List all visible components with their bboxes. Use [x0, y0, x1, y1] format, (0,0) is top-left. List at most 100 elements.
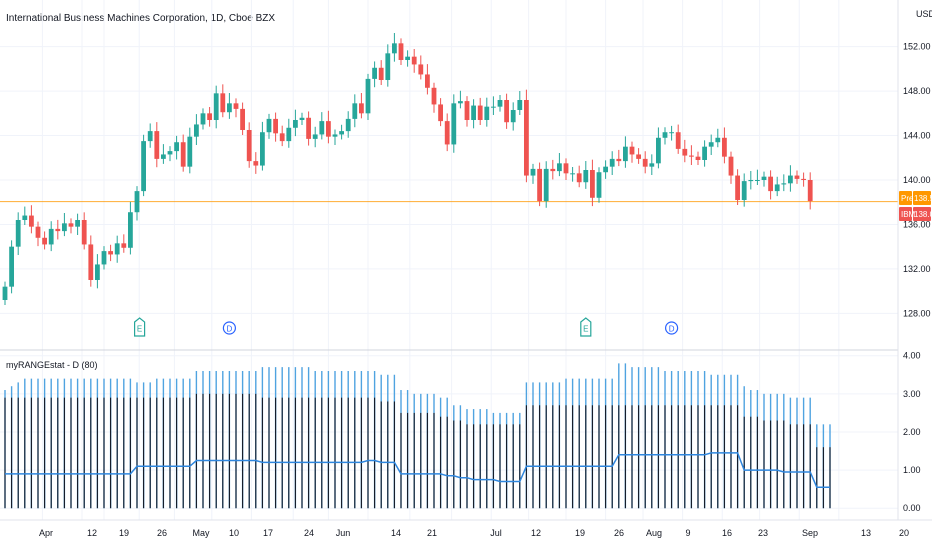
candle-body: [682, 148, 688, 156]
candle: [801, 172, 806, 187]
candle: [246, 122, 252, 168]
candle-body: [543, 168, 549, 202]
candle: [702, 140, 707, 167]
candle-body: [807, 180, 813, 202]
indicator-pane[interactable]: [4, 363, 831, 509]
candle-body: [715, 137, 721, 143]
candle: [128, 201, 133, 255]
candle: [372, 61, 377, 88]
candle: [695, 151, 701, 165]
candle: [755, 169, 760, 185]
candle-body: [451, 103, 457, 145]
last-price-label: IBM: [901, 210, 916, 219]
candle-body: [279, 133, 285, 142]
candle: [623, 136, 628, 168]
candle: [682, 139, 688, 163]
price-pane[interactable]: [0, 33, 898, 305]
candle-body: [497, 100, 503, 107]
candle-body: [392, 43, 397, 54]
candle-body: [662, 132, 668, 138]
candle-body: [418, 64, 424, 75]
candle-body: [557, 163, 562, 172]
candle: [233, 98, 239, 118]
price-tick-label: 152.00: [903, 42, 931, 52]
last-price-label-box: [899, 207, 912, 221]
currency-label[interactable]: USD: [916, 9, 932, 19]
candle: [411, 49, 417, 73]
candle-body: [167, 151, 173, 155]
candle: [339, 124, 344, 140]
candle-body: [735, 175, 740, 200]
time-axis[interactable]: Apr 12 19 26 May 10 17 24 Jun 14 21 Jul 12 19 26 Aug 9 16…: [39, 528, 909, 538]
candle: [213, 85, 219, 129]
candle: [194, 114, 199, 145]
indicator-axis[interactable]: 4.00 3.00 2.00 1.00 0.00: [903, 351, 921, 513]
candle-body: [669, 132, 674, 134]
candle-body: [603, 166, 608, 173]
time-tick-label: 26: [157, 528, 167, 538]
candle-body: [656, 137, 661, 164]
candle: [609, 151, 615, 175]
candle: [42, 231, 47, 250]
candle: [240, 102, 245, 135]
candle: [689, 145, 694, 165]
last-price-value: 138.06: [914, 210, 932, 219]
candle: [642, 151, 648, 174]
candle: [451, 94, 457, 153]
candle-body: [266, 118, 272, 133]
candle: [121, 234, 127, 253]
candle: [464, 96, 470, 127]
time-tick-label: Aug: [646, 528, 662, 538]
candle-body: [365, 78, 371, 114]
candle: [398, 38, 404, 65]
candle: [319, 112, 325, 140]
time-tick-label: 16: [722, 528, 732, 538]
candle-body: [121, 243, 127, 248]
candle: [187, 127, 193, 174]
time-tick-label: 20: [899, 528, 909, 538]
candle: [656, 127, 661, 169]
candle: [260, 121, 265, 171]
candle: [438, 98, 443, 127]
candle: [365, 73, 371, 120]
candle: [95, 254, 100, 289]
price-axis[interactable]: 152.00 148.00 144.00 140.00 136.00 132.00 128.…: [903, 42, 931, 319]
candle-body: [530, 168, 536, 176]
candle: [563, 158, 569, 180]
candle: [306, 111, 311, 146]
candle: [62, 213, 67, 237]
candle: [29, 205, 34, 234]
time-tick-label: 19: [575, 528, 585, 538]
price-tick-label: 132.00: [903, 264, 931, 274]
premarket-label-box: [899, 191, 912, 205]
candle: [649, 154, 655, 175]
candle-body: [227, 103, 232, 113]
candle: [741, 173, 747, 207]
candle: [583, 161, 589, 189]
candle-body: [42, 237, 47, 245]
candle-body: [708, 142, 714, 147]
candle: [154, 122, 160, 168]
time-tick-label: 21: [427, 528, 437, 538]
candle-body: [299, 117, 305, 120]
candle: [781, 174, 787, 192]
candle-body: [273, 118, 278, 134]
candle-body: [768, 176, 773, 192]
candle-body: [484, 106, 490, 120]
candle-body: [29, 215, 34, 227]
candle: [807, 172, 813, 210]
event-label: D: [227, 325, 233, 334]
time-tick-label: 9: [685, 528, 690, 538]
candle-body: [15, 220, 21, 247]
candle: [491, 96, 496, 115]
candle-body: [398, 43, 404, 60]
candle: [326, 110, 331, 144]
candle: [2, 281, 8, 305]
candle-body: [537, 168, 542, 202]
candle-body: [312, 134, 318, 139]
candle: [75, 213, 80, 235]
candle-body: [722, 137, 727, 157]
candle: [9, 240, 14, 294]
